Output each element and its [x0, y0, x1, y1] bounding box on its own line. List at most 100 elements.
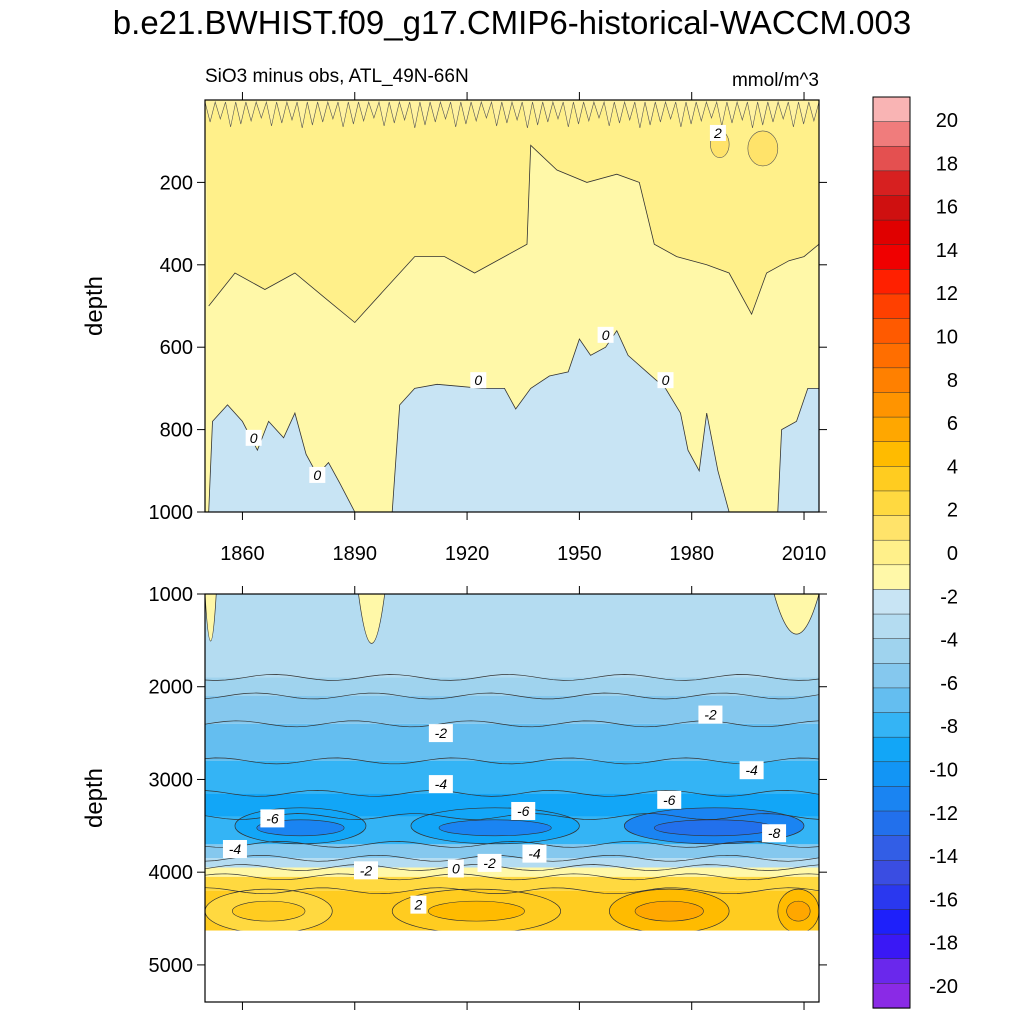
- bottom-contour-label-7: -8: [762, 824, 787, 843]
- ytick-label-3: 4000: [149, 862, 194, 884]
- bottom-pos-core-inner-1: [427, 900, 525, 922]
- colorbar-box-24: [872, 687, 911, 714]
- bottom-contour-label-9: -2: [353, 861, 378, 880]
- top-contour-label-text: 0: [250, 430, 258, 446]
- colorbar-label-8: 4: [947, 456, 958, 478]
- bottom-contour-label-0: -2: [428, 724, 453, 743]
- colorbar-box-29: [872, 810, 911, 837]
- bottom-nodata: [205, 930, 819, 1002]
- bottom-contour-label-3: -4: [739, 761, 764, 780]
- top-contour-fills: [204, 99, 820, 512]
- bottom-contour-line-1: [204, 674, 820, 681]
- ytick-label-4: 1000: [149, 502, 194, 524]
- bottom-contour-line-2: [204, 692, 820, 700]
- top-contour-label-bg: [470, 372, 487, 389]
- colorbar-box-30: [872, 835, 911, 861]
- colorbar-label-1: 18: [936, 153, 958, 175]
- bottom-contour-label-text: -2: [360, 862, 373, 878]
- ytick-label-1: 2000: [149, 677, 194, 699]
- colorbar-label-15: -10: [929, 760, 958, 782]
- bottom-contour-line-4: [204, 757, 820, 765]
- colorbar-box-1: [872, 121, 911, 147]
- colorbar-label-17: -14: [929, 846, 958, 868]
- top-contour-label-text: 0: [602, 327, 610, 343]
- bottom-contour-label-bg: [522, 844, 547, 863]
- top-frame: [204, 99, 820, 513]
- colorbar-box-4: [872, 195, 911, 221]
- colorbar-label-5: 10: [936, 327, 958, 349]
- bottom-contour-label-10: 0: [447, 859, 464, 878]
- top-contour-labels: 2 0 0 0 0 0: [245, 124, 726, 483]
- colorbar-label-4: 12: [936, 283, 958, 305]
- xtick-label-5: 2010: [782, 543, 827, 565]
- bottom-contour-label-bg: [428, 775, 453, 794]
- top-contour-label-5: 0: [309, 466, 326, 483]
- top-surface-spikes: [204, 99, 820, 129]
- bottom-contour-label-text: -2: [435, 725, 448, 741]
- bottom-contour-label-bg: [739, 761, 764, 780]
- bottom-band-2: [205, 696, 819, 724]
- colorbar-box-33: [872, 909, 911, 935]
- colorbar-box-14: [872, 441, 911, 467]
- bottom-pos-core-inner-3: [786, 900, 811, 922]
- bottom-pos-core-inner-0: [231, 900, 306, 922]
- bottom-contour-label-text: -6: [663, 792, 676, 808]
- top-contour-0: [208, 329, 819, 513]
- colorbar-box-10: [872, 342, 911, 369]
- colorbar-label-10: 0: [947, 543, 958, 565]
- colorbar-label-19: -18: [929, 933, 958, 955]
- bottom-contour-label-1: -2: [698, 705, 723, 724]
- bottom-band-9: [205, 867, 819, 877]
- bottom-contour-label-text: -2: [483, 855, 496, 871]
- bottom-contour-label-12: -4: [522, 844, 547, 863]
- colorbar-frame: [872, 96, 911, 1009]
- bottom-contour-label-13: 2: [410, 895, 427, 914]
- bottom-contour-label-bg: [222, 840, 247, 858]
- top-contour-label-bg: [657, 372, 674, 389]
- bottom-min-core-inner-2: [653, 819, 775, 837]
- bottom-band-4: [205, 760, 819, 794]
- bottom-contour-line-8: [204, 854, 820, 862]
- colorbar-box-32: [872, 884, 911, 911]
- colorbar-label-0: 20: [936, 110, 958, 132]
- top-contour-label-bg: [245, 429, 262, 446]
- bottom-min-core-inner-1: [438, 819, 552, 837]
- bottom-contour-label-bg: [511, 801, 536, 820]
- bottom-contour-label-text: -4: [435, 776, 448, 792]
- colorbar-box-17: [872, 515, 911, 541]
- bottom-contour-line-7: [204, 841, 820, 848]
- top-fill-above-2: [205, 100, 819, 323]
- colorbar-box-25: [872, 712, 911, 738]
- bottom-contour-label-bg: [762, 824, 787, 843]
- top-contour-label-0: 2: [709, 124, 726, 141]
- colorbar-box-21: [872, 613, 911, 640]
- colorbar-box-27: [872, 761, 911, 788]
- top-contour-lines: [208, 144, 820, 513]
- bottom-contour-label-bg: [260, 809, 285, 828]
- colorbar-label-7: 6: [947, 413, 958, 435]
- top-contour-label-bg: [309, 466, 326, 483]
- top-fill-negative: [205, 330, 819, 512]
- colorbar-box-20: [872, 589, 911, 615]
- bottom-contour-label-4: -6: [260, 809, 285, 828]
- colorbar-box-8: [872, 293, 911, 320]
- colorbar-box-19: [872, 564, 911, 591]
- colorbar-label-12: -4: [940, 630, 958, 652]
- bottom-contour-line-9: [204, 864, 820, 871]
- colorbar-box-6: [872, 244, 911, 271]
- bottom-contour-labels: -2 -2 -4 -4 -6 -6 -6 -8 -4 -2 0 -2 -4 2: [222, 705, 787, 914]
- ytick-label-2: 3000: [149, 769, 194, 791]
- colorbar-label-20: -20: [929, 976, 958, 998]
- colorbar-box-11: [872, 367, 911, 394]
- bottom-upper-lobe-2: [773, 593, 820, 635]
- xtick-label-2: 1920: [445, 543, 490, 565]
- colorbar: [872, 96, 911, 1009]
- xtick-label-3: 1950: [557, 543, 602, 565]
- bottom-contour-label-text: -6: [517, 803, 530, 819]
- colorbar-labels: 20181614121086420-2-4-6-8-10-12-14-16-18…: [929, 110, 958, 998]
- top-blob-1: [747, 130, 779, 167]
- colorbar-label-6: 8: [947, 370, 958, 392]
